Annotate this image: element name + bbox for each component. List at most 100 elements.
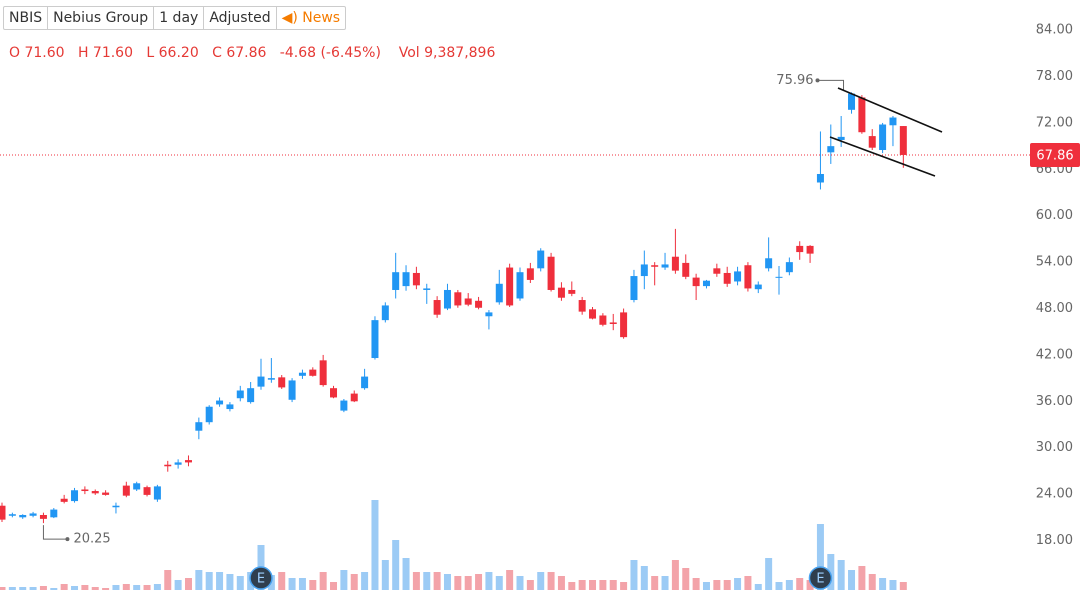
volume-bar [526,580,534,590]
volume-bar [361,572,369,590]
volume-bar [692,578,700,590]
y-tick-label: 78.00 [1036,69,1073,84]
volume-bar [298,578,306,590]
volume-bar [433,572,441,590]
candle-body [578,300,586,312]
volume-bar [775,582,783,590]
candle-body [754,284,762,290]
volume-bar [39,586,47,590]
candle-body [433,300,441,315]
volume-bar [174,580,182,590]
volume-bar [630,560,638,590]
candle-body [568,289,576,294]
low-label: 20.25 [73,532,110,547]
y-tick-label: 72.00 [1036,115,1073,130]
high-dot [815,78,820,83]
symbol[interactable]: NBIS [4,7,49,29]
volume-bar [899,582,907,590]
volume-bar [236,576,244,590]
news[interactable]: ◀) News [281,10,341,26]
candle-body [39,514,47,519]
candle-body [713,268,721,274]
volume-bar [122,584,130,590]
ohlc-legend: O 71.60 H 71.60 L 66.20 C 67.86 -4.68 (-… [9,45,495,61]
legend-value: 71.60 [92,45,134,61]
candle-body [102,492,110,495]
candle-body [361,376,369,389]
candle-body [29,513,37,516]
volume-bar [671,560,679,590]
volume-bar [19,587,27,590]
volume-bar [495,576,503,590]
volume-bar [475,574,483,590]
candle-body [889,117,897,126]
company[interactable]: Nebius Group [48,7,155,29]
legend-value: 71.60 [24,45,65,61]
toolbar: NBIS Nebius Group 1 day Adjusted ◀) News [3,6,347,30]
candle-body [557,287,565,298]
interval[interactable]: 1 day [154,7,205,29]
candle-body [837,136,845,140]
candle-body [133,483,141,490]
volume-bar [112,585,120,590]
volume-bar [226,574,234,590]
legend-value: 67.86 [226,45,267,61]
volume-bar [702,582,710,590]
candle-body [537,250,545,269]
volume-bar [319,572,327,590]
volume-bar [443,574,451,590]
volume-bar [0,587,6,590]
volume-bar [516,576,524,590]
legend-key: O [9,45,21,61]
earnings-label: E [816,572,824,587]
candle-body [547,256,555,290]
candle-body [464,298,472,305]
candle-body [267,378,275,380]
low-leader [42,525,68,540]
adjustment[interactable]: Adjusted [204,7,277,29]
volume-bar [350,574,358,590]
candle-body [0,505,6,520]
candle-body [785,262,793,273]
y-tick-label: 24.00 [1036,487,1073,502]
earnings-marker [808,566,833,590]
volume-bar [827,554,835,590]
candle-body [298,372,306,376]
volume-bar [744,576,752,590]
volume-bar [889,580,897,590]
candle-body [806,245,814,254]
news-label[interactable]: News [302,10,341,26]
candle-body [671,256,679,271]
candle-body [879,124,887,151]
candle-body [796,245,804,253]
y-tick-label: 18.00 [1036,533,1073,548]
earnings-label: E [257,572,265,587]
volume-bar [879,578,887,590]
candle-body [744,265,752,289]
candle-body [8,514,16,516]
candle-body [402,272,410,287]
volume-bar [816,524,824,590]
candle-body [899,126,907,155]
volume-bar [848,570,856,590]
candle-body [692,277,700,287]
candle-body [143,487,151,495]
candle-body [848,93,856,110]
candle-body [506,267,514,306]
candle-body [330,388,338,398]
candle-body [247,388,255,403]
candle-body [340,400,348,411]
volume-bar [8,587,16,590]
candle-body [454,292,462,306]
legend-value: 66.20 [158,45,199,61]
volume-bar [754,584,762,590]
volume-bar [868,574,876,590]
volume-bar [609,580,617,590]
volume-bar [713,580,721,590]
candle-body [226,404,234,410]
legend-key: Vol [398,45,420,61]
candle-body [485,312,493,317]
candle-body [112,505,120,508]
